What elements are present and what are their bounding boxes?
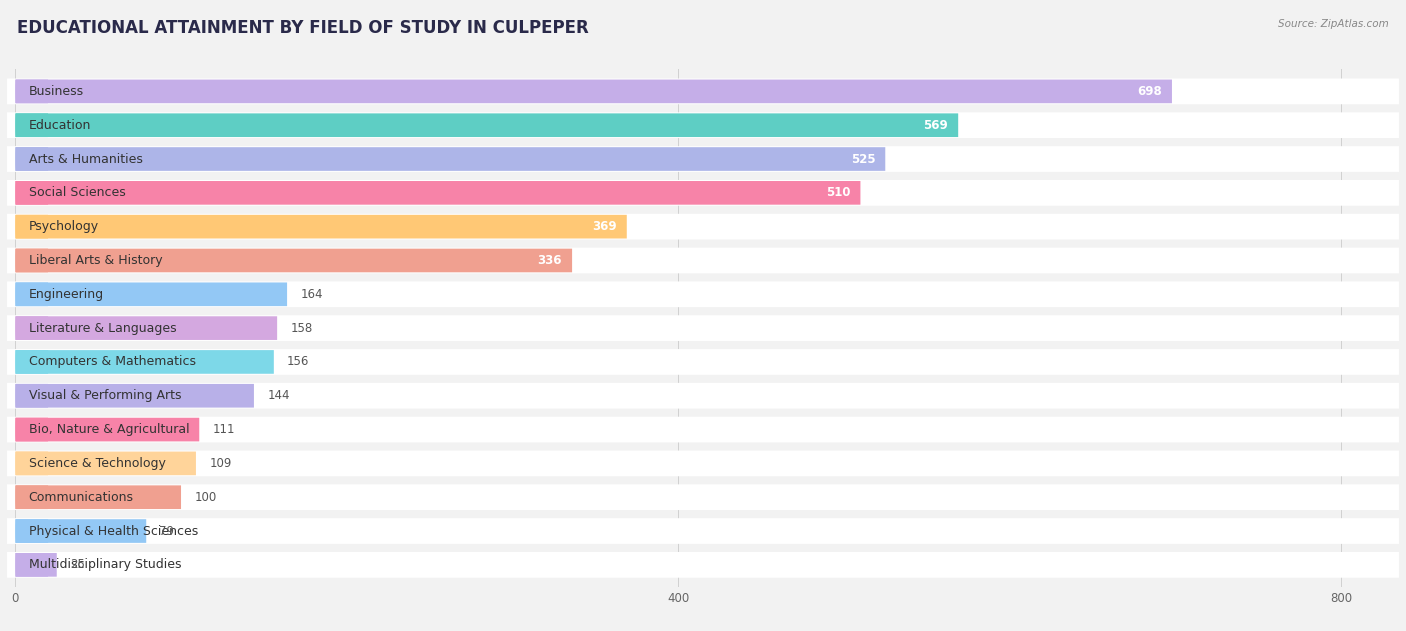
Text: Communications: Communications [28, 491, 134, 504]
Text: 25: 25 [70, 558, 84, 571]
Text: 79: 79 [159, 524, 174, 538]
FancyBboxPatch shape [7, 416, 1399, 442]
FancyBboxPatch shape [15, 147, 48, 171]
FancyBboxPatch shape [7, 78, 1399, 104]
Text: 336: 336 [537, 254, 562, 267]
FancyBboxPatch shape [15, 80, 1173, 103]
FancyBboxPatch shape [15, 249, 572, 273]
Text: Literature & Languages: Literature & Languages [28, 322, 176, 334]
Text: 111: 111 [212, 423, 235, 436]
Text: 369: 369 [592, 220, 617, 233]
FancyBboxPatch shape [7, 146, 1399, 172]
Text: Psychology: Psychology [28, 220, 98, 233]
Text: Science & Technology: Science & Technology [28, 457, 166, 470]
Text: 158: 158 [291, 322, 312, 334]
Text: Liberal Arts & History: Liberal Arts & History [28, 254, 162, 267]
FancyBboxPatch shape [15, 519, 48, 543]
Text: EDUCATIONAL ATTAINMENT BY FIELD OF STUDY IN CULPEPER: EDUCATIONAL ATTAINMENT BY FIELD OF STUDY… [17, 19, 589, 37]
FancyBboxPatch shape [7, 316, 1399, 341]
Text: Arts & Humanities: Arts & Humanities [28, 153, 142, 165]
FancyBboxPatch shape [15, 283, 48, 306]
Text: 525: 525 [851, 153, 876, 165]
FancyBboxPatch shape [15, 114, 959, 137]
FancyBboxPatch shape [15, 452, 195, 475]
FancyBboxPatch shape [15, 553, 48, 577]
FancyBboxPatch shape [15, 283, 287, 306]
FancyBboxPatch shape [15, 485, 181, 509]
FancyBboxPatch shape [15, 452, 48, 475]
Text: Visual & Performing Arts: Visual & Performing Arts [28, 389, 181, 402]
FancyBboxPatch shape [7, 214, 1399, 240]
FancyBboxPatch shape [7, 383, 1399, 409]
Text: Bio, Nature & Agricultural: Bio, Nature & Agricultural [28, 423, 190, 436]
FancyBboxPatch shape [7, 247, 1399, 273]
Text: Multidisciplinary Studies: Multidisciplinary Studies [28, 558, 181, 571]
FancyBboxPatch shape [15, 316, 277, 340]
FancyBboxPatch shape [7, 451, 1399, 476]
Text: 164: 164 [301, 288, 323, 301]
FancyBboxPatch shape [15, 114, 48, 137]
Text: 698: 698 [1137, 85, 1161, 98]
FancyBboxPatch shape [7, 281, 1399, 307]
Text: Business: Business [28, 85, 84, 98]
FancyBboxPatch shape [15, 384, 48, 408]
FancyBboxPatch shape [15, 80, 48, 103]
FancyBboxPatch shape [7, 485, 1399, 510]
Text: 100: 100 [194, 491, 217, 504]
FancyBboxPatch shape [15, 418, 48, 442]
FancyBboxPatch shape [15, 147, 886, 171]
FancyBboxPatch shape [7, 349, 1399, 375]
FancyBboxPatch shape [15, 181, 48, 204]
Text: 569: 569 [924, 119, 948, 132]
Text: Physical & Health Sciences: Physical & Health Sciences [28, 524, 198, 538]
Text: Source: ZipAtlas.com: Source: ZipAtlas.com [1278, 19, 1389, 29]
Text: Education: Education [28, 119, 91, 132]
FancyBboxPatch shape [15, 553, 56, 577]
FancyBboxPatch shape [15, 316, 48, 340]
Text: Engineering: Engineering [28, 288, 104, 301]
FancyBboxPatch shape [15, 350, 48, 374]
Text: 144: 144 [267, 389, 290, 402]
Text: 156: 156 [287, 355, 309, 369]
FancyBboxPatch shape [7, 518, 1399, 544]
Text: 109: 109 [209, 457, 232, 470]
FancyBboxPatch shape [15, 519, 146, 543]
FancyBboxPatch shape [7, 180, 1399, 206]
FancyBboxPatch shape [7, 552, 1399, 578]
FancyBboxPatch shape [15, 485, 48, 509]
FancyBboxPatch shape [15, 215, 627, 239]
Text: Computers & Mathematics: Computers & Mathematics [28, 355, 195, 369]
FancyBboxPatch shape [15, 350, 274, 374]
FancyBboxPatch shape [15, 215, 48, 239]
FancyBboxPatch shape [15, 418, 200, 442]
FancyBboxPatch shape [15, 249, 48, 273]
Text: Social Sciences: Social Sciences [28, 186, 125, 199]
FancyBboxPatch shape [15, 384, 254, 408]
Text: 510: 510 [825, 186, 851, 199]
FancyBboxPatch shape [7, 112, 1399, 138]
FancyBboxPatch shape [15, 181, 860, 204]
